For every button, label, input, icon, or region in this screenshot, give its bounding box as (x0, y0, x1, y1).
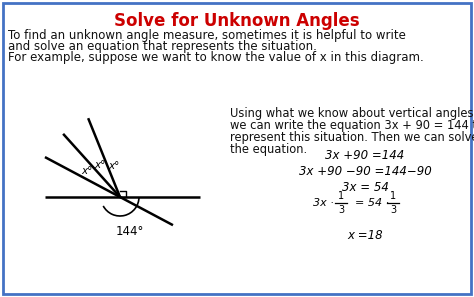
Text: 3x +90 −90 =144−90: 3x +90 −90 =144−90 (299, 165, 431, 178)
Text: 1: 1 (338, 191, 344, 201)
Text: 3x = 54: 3x = 54 (342, 181, 388, 194)
Text: Solve for Unknown Angles: Solve for Unknown Angles (114, 12, 360, 30)
Text: 3x ·: 3x · (313, 198, 334, 208)
Text: For example, suppose we want to know the value of x in this diagram.: For example, suppose we want to know the… (8, 51, 424, 64)
Text: 3: 3 (390, 205, 396, 215)
Text: x =18: x =18 (347, 229, 383, 242)
Text: x°: x° (94, 160, 106, 170)
Text: Using what we know about vertical angles,: Using what we know about vertical angles… (230, 107, 474, 120)
Text: 3x +90 =144: 3x +90 =144 (325, 149, 405, 162)
Text: = 54 ·: = 54 · (355, 198, 389, 208)
Text: x°: x° (108, 161, 119, 170)
Text: 1: 1 (390, 191, 396, 201)
Text: 144°: 144° (116, 225, 144, 238)
Text: represent this situation. Then we can solve: represent this situation. Then we can so… (230, 131, 474, 144)
Text: the equation.: the equation. (230, 143, 307, 156)
Text: we can write the equation 3x + 90 = 144 to: we can write the equation 3x + 90 = 144 … (230, 119, 474, 132)
Text: and solve an equation that represents the situation.: and solve an equation that represents th… (8, 40, 317, 53)
Text: To find an unknown angle measure, sometimes it is helpful to write: To find an unknown angle measure, someti… (8, 29, 406, 42)
Text: 3: 3 (338, 205, 344, 215)
FancyBboxPatch shape (3, 3, 471, 294)
Text: x°: x° (81, 166, 92, 176)
